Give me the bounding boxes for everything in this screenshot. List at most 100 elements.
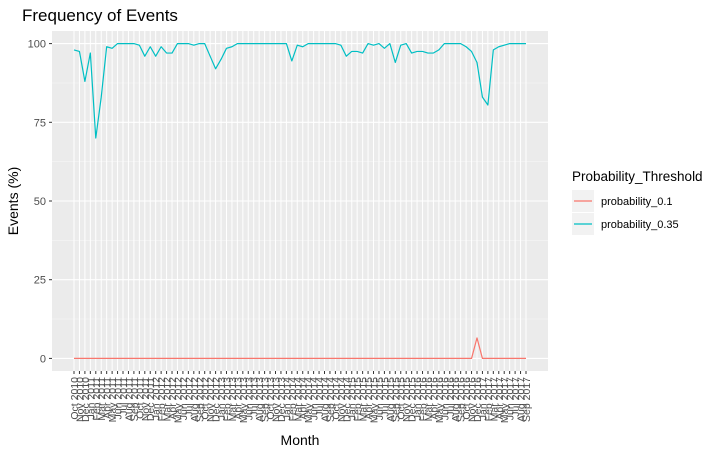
y-axis-title: Events (%) xyxy=(5,167,21,235)
x-tick-label: Feb 2011 xyxy=(91,377,103,421)
x-tick-label: Sep 2012 xyxy=(194,377,206,422)
y-axis: 0 25 50 75 100 xyxy=(28,39,52,365)
x-tick-label: May 2013 xyxy=(238,377,250,423)
x-tick-label: Dec 2010 xyxy=(80,377,92,422)
x-tick-label: Mar 2011 xyxy=(96,377,108,421)
x-tick-label: Jan 2016 xyxy=(412,377,424,420)
x-tick-label: Aug 2013 xyxy=(254,377,266,422)
series-line-probability_0.1 xyxy=(74,337,526,360)
x-tick-label: Aug 2015 xyxy=(385,377,397,422)
x-tick-label: Jul 2014 xyxy=(314,377,326,417)
x-tick-label: Oct 2016 xyxy=(461,377,473,420)
x-tick-label: Nov 2013 xyxy=(270,377,282,422)
x-tick-label: Dec 2011 xyxy=(145,377,157,421)
x-tick-label: Jan 2017 xyxy=(477,377,489,420)
legend: Probability_Threshold probability_0.1pro… xyxy=(572,169,703,235)
x-tick-label: Dec 2016 xyxy=(472,377,484,422)
x-tick-label: May 2012 xyxy=(172,377,184,423)
x-tick-label: Dec 2015 xyxy=(407,377,419,422)
x-tick-label: Sep 2011 xyxy=(129,377,141,421)
x-tick-label: May 2015 xyxy=(369,377,381,423)
x-tick-label: May 2017 xyxy=(499,377,511,423)
y-tick-label: 50 xyxy=(34,196,46,208)
x-tick-label: Aug 2012 xyxy=(189,377,201,422)
x-tick-label: Aug 2011 xyxy=(123,377,135,421)
x-tick-label: Jan 2013 xyxy=(216,377,228,420)
x-tick-label: Feb 2016 xyxy=(418,377,430,422)
x-tick-label: Jul 2016 xyxy=(445,377,457,417)
x-tick-label: Feb 2013 xyxy=(221,377,233,422)
x-tick-label: Mar 2016 xyxy=(423,377,435,422)
x-tick-label: Oct 2010 xyxy=(69,377,81,420)
x-tick-label: Jun 2014 xyxy=(309,377,321,420)
x-tick-label: Jun 2015 xyxy=(374,377,386,420)
x-tick-label: Feb 2014 xyxy=(287,377,299,422)
x-tick-label: Mar 2013 xyxy=(227,377,239,422)
x-tick-label: Jul 2013 xyxy=(249,377,261,417)
legend-label: probability_0.1 xyxy=(601,196,673,208)
x-tick-label: Sep 2017 xyxy=(521,377,533,422)
x-tick-label: Nov 2015 xyxy=(401,377,413,422)
x-tick-label: Mar 2014 xyxy=(292,377,304,422)
x-tick-label: Jun 2011 xyxy=(113,377,125,420)
x-tick-label: May 2011 xyxy=(107,377,119,422)
x-tick-label: May 2016 xyxy=(434,377,446,423)
x-tick-label: Mar 2015 xyxy=(358,377,370,422)
x-tick-label: Aug 2017 xyxy=(516,377,528,422)
x-tick-label: Dec 2012 xyxy=(211,377,223,422)
x-tick-label: Oct 2014 xyxy=(330,377,342,420)
x-axis-title: Month xyxy=(281,432,320,448)
x-tick-label: Sep 2014 xyxy=(325,377,337,422)
x-tick-label: Oct 2011 xyxy=(134,377,146,419)
x-tick-label: Jan 2014 xyxy=(281,377,293,420)
x-tick-label: Oct 2012 xyxy=(200,377,212,420)
series-lines xyxy=(73,42,526,360)
x-tick-label: Oct 2013 xyxy=(265,377,277,420)
x-tick-label: Dec 2013 xyxy=(276,377,288,422)
x-tick-label: Aug 2016 xyxy=(450,377,462,422)
x-tick-label: Apr 2013 xyxy=(232,377,244,420)
series-line-probability_0.35 xyxy=(73,42,526,139)
x-tick-label: Jun 2016 xyxy=(439,377,451,420)
x-tick-label: Mar 2012 xyxy=(162,377,174,422)
x-tick-label: Jul 2017 xyxy=(510,377,522,417)
chart-title: Frequency of Events xyxy=(22,6,178,25)
x-tick-label: Sep 2013 xyxy=(260,377,272,422)
x-tick-label: Jul 2012 xyxy=(183,377,195,417)
x-tick-label: Sep 2016 xyxy=(456,377,468,422)
legend-title: Probability_Threshold xyxy=(572,169,703,184)
x-tick-label: Apr 2011 xyxy=(102,377,114,419)
y-tick-label: 100 xyxy=(28,39,46,51)
x-tick-label: Feb 2012 xyxy=(156,377,168,422)
x-tick-label: Oct 2015 xyxy=(396,377,408,420)
x-tick-label: Feb 2015 xyxy=(352,377,364,422)
x-tick-label: Jan 2015 xyxy=(347,377,359,420)
x-tick-label: Mar 2017 xyxy=(488,377,500,422)
legend-label: probability_0.35 xyxy=(601,219,679,231)
x-tick-label: Dec 2014 xyxy=(341,377,353,422)
x-tick-label: Sep 2015 xyxy=(390,377,402,422)
x-tick-label: Apr 2017 xyxy=(494,377,506,420)
x-tick-label: Apr 2016 xyxy=(428,377,440,420)
x-tick-label: Jun 2013 xyxy=(243,377,255,420)
x-tick-label: Jun 2017 xyxy=(505,377,517,420)
x-tick-label: Nov 2014 xyxy=(336,377,348,422)
x-tick-label: Nov 2016 xyxy=(467,377,479,422)
y-tick-label: 0 xyxy=(40,353,46,365)
x-tick-label: Jul 2015 xyxy=(379,377,391,417)
x-tick-label: Apr 2015 xyxy=(363,377,375,420)
x-tick-label: Apr 2012 xyxy=(167,377,179,420)
y-tick-label: 75 xyxy=(34,117,46,129)
x-tick-label: Nov 2012 xyxy=(205,377,217,422)
x-tick-label: Jul 2011 xyxy=(118,377,130,416)
x-tick-label: Nov 2011 xyxy=(140,377,152,421)
x-tick-label: Jan 2012 xyxy=(151,377,163,420)
y-tick-label: 25 xyxy=(34,275,46,287)
x-tick-label: Nov 2010 xyxy=(74,377,86,422)
x-tick-label: Aug 2014 xyxy=(320,377,332,422)
x-tick-label: Feb 2017 xyxy=(483,377,495,422)
x-tick-label: May 2014 xyxy=(303,377,315,423)
x-tick-label: Apr 2014 xyxy=(298,377,310,420)
